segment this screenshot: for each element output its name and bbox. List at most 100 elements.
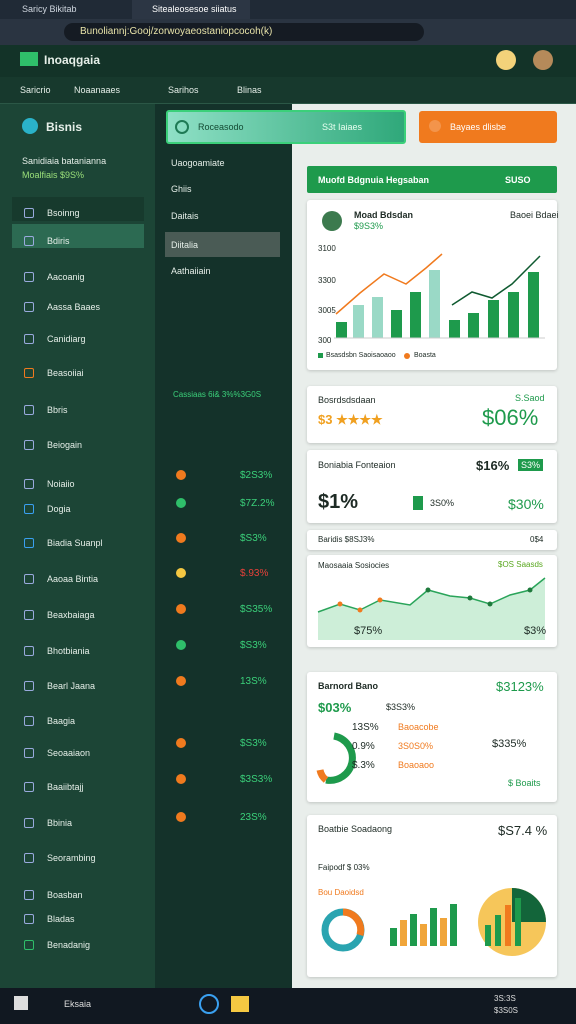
sidebar — [0, 104, 155, 988]
sidebar-item[interactable]: Benadanig — [47, 940, 91, 950]
item-icon — [24, 405, 34, 415]
card-value: $335% — [492, 738, 527, 750]
nav-item[interactable]: Saricrio — [20, 85, 51, 95]
caption: Cassiaas 6i& 3%%3G0S — [173, 390, 262, 399]
sidebar-item[interactable]: Bbris — [47, 405, 68, 415]
button-label[interactable]: S3t Iaiaes — [322, 122, 363, 132]
nav-item[interactable]: Sarihos — [168, 85, 199, 95]
card-label: Bou Daoidsd — [318, 888, 364, 897]
sidebar-active[interactable] — [12, 224, 144, 248]
menu-item[interactable]: Daitais — [171, 211, 199, 221]
url-field[interactable] — [64, 23, 424, 41]
row-icon — [176, 738, 186, 748]
menu-item[interactable]: Uaogoamiate — [171, 158, 225, 168]
sidebar-item[interactable]: Seoaaiaon — [47, 748, 91, 758]
menu-active[interactable] — [165, 232, 280, 257]
nav-bar — [0, 77, 576, 104]
sidebar-item[interactable]: Bdiris — [47, 236, 70, 246]
card-value: $3123% — [496, 679, 544, 694]
sidebar-item[interactable]: Beaxbaiaga — [47, 610, 95, 620]
sidebar-item[interactable]: Seorambing — [47, 853, 96, 863]
green-button[interactable] — [166, 110, 406, 144]
row-value: $.3% — [352, 760, 375, 771]
item-icon — [24, 440, 34, 450]
bar-chart — [318, 253, 545, 359]
sidebar-item[interactable]: Canidiarg — [47, 334, 86, 344]
item-icon — [24, 504, 34, 514]
row-icon — [176, 640, 186, 650]
sidebar-item[interactable]: Aacoanig — [47, 272, 85, 282]
item-icon — [24, 940, 34, 950]
axis-label: 3100 — [318, 244, 336, 253]
icon — [22, 118, 38, 134]
row-value: $.93% — [240, 568, 269, 579]
item-icon — [24, 538, 34, 548]
logo-icon — [20, 52, 38, 66]
item-icon — [24, 716, 34, 726]
item-icon — [24, 208, 34, 218]
sidebar-active[interactable] — [12, 197, 144, 221]
orange-button[interactable] — [419, 111, 557, 143]
taskbar-icon[interactable] — [199, 994, 219, 1014]
sidebar-item[interactable]: Beiogain — [47, 440, 83, 450]
row-icon — [176, 533, 186, 543]
card-label: 3S0% — [430, 498, 455, 508]
logo: Inoaqgaia — [44, 53, 101, 67]
item-icon — [24, 853, 34, 863]
row-icon — [176, 470, 186, 480]
summary-value: Moalfiais $9S% — [22, 170, 85, 180]
banner-title: Muofd Bdgnuia Hegsaban — [318, 175, 429, 185]
nav-item[interactable]: Noaanaaes — [74, 85, 121, 95]
row-value: $S35% — [240, 604, 273, 615]
row-value: 13S% — [240, 676, 267, 687]
menu-item[interactable]: Aathaiiain — [171, 266, 211, 276]
start-button[interactable] — [14, 996, 28, 1010]
card-value: $1% — [318, 491, 359, 513]
url[interactable]: Bunoliannj:Gooj/zorwoyaeostaniopcocoh(k) — [80, 26, 273, 37]
item-icon — [24, 890, 34, 900]
sidebar-item[interactable]: Noiaiio — [47, 479, 75, 489]
small-bars — [390, 888, 546, 956]
card-value: $06% — [482, 405, 539, 430]
sidebar-item[interactable]: Aaoaa Bintia — [47, 574, 99, 584]
sidebar-item[interactable]: Baagia — [47, 716, 76, 726]
search[interactable]: Eksaia — [64, 999, 92, 1009]
sidebar-item[interactable]: Bladas — [47, 914, 75, 924]
menu-item[interactable]: Diitalia — [171, 240, 199, 250]
tab-title[interactable]: Sitealeosesoe siiatus — [152, 4, 237, 14]
sidebar-item[interactable]: Bearl Jaana — [47, 681, 96, 691]
item-icon — [24, 479, 34, 489]
button-label[interactable]: Bayaes dlisbe — [450, 122, 507, 132]
sidebar-item[interactable]: Bbinia — [47, 818, 73, 828]
button-label[interactable]: Roceasodo — [198, 122, 244, 132]
card-title: Moad Bdsdan — [354, 210, 414, 220]
sidebar-item[interactable]: Baaiibtajj — [47, 782, 84, 792]
date: $3S0S — [494, 1006, 519, 1015]
sidebar-item[interactable]: Aassa Baaes — [47, 302, 101, 312]
card — [307, 672, 557, 802]
sidebar-item[interactable]: Dogia — [47, 504, 71, 514]
sidebar-item[interactable]: Biadia Suanpl — [47, 538, 103, 548]
card-title: Barnord Bano — [318, 681, 379, 691]
rating: $3 ★★★★ — [318, 412, 383, 427]
sidebar-item[interactable]: Beasoiiai — [47, 368, 84, 378]
sidebar-item[interactable]: Bsoinng — [47, 208, 80, 218]
row-value: 23S% — [240, 812, 267, 823]
item-icon — [24, 610, 34, 620]
item-icon — [24, 681, 34, 691]
taskbar — [0, 988, 576, 1024]
taskbar-icon[interactable] — [231, 996, 249, 1012]
tab[interactable] — [132, 0, 250, 19]
item-icon — [24, 748, 34, 758]
card-label: Faipodf $ 03% — [318, 863, 370, 872]
row-icon — [176, 604, 186, 614]
row-value: $2S3% — [240, 470, 273, 481]
clock: 3S:3S — [494, 994, 516, 1003]
sidebar-item[interactable]: Boasban — [47, 890, 83, 900]
nav-item[interactable]: Blinas — [237, 85, 262, 95]
item-icon — [24, 302, 34, 312]
sidebar-item[interactable]: Bhotbiania — [47, 646, 90, 656]
menu-item[interactable]: Ghiis — [171, 184, 192, 194]
tab-title[interactable]: Saricy Bikitab — [22, 4, 77, 14]
row-value: 13S% — [352, 722, 379, 733]
